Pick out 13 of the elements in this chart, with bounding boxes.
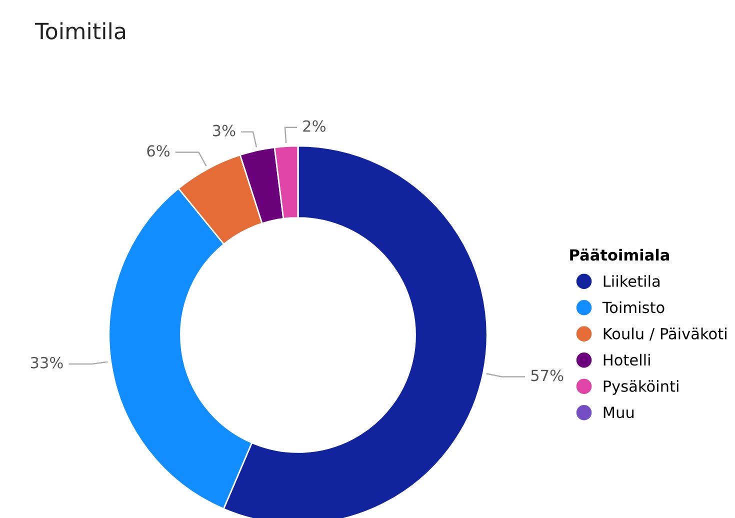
data-label: 57%: [531, 370, 564, 382]
data-label: 6%: [147, 145, 170, 157]
legend-label: Toimisto: [602, 301, 664, 314]
data-label: 3%: [212, 124, 236, 136]
legend-title: Päätoimiala: [570, 248, 670, 261]
data-label: 2%: [303, 120, 326, 132]
legend-label: Hotelli: [604, 354, 650, 366]
legend-label: Muu: [604, 406, 634, 418]
legend-label: Pysäköinti: [604, 380, 678, 395]
data-label: 33%: [30, 356, 63, 368]
chart-title: Toimitila: [34, 22, 126, 40]
legend-label: Koulu / Päiväkoti: [604, 328, 726, 341]
legend-label: Liiketila: [604, 275, 660, 287]
